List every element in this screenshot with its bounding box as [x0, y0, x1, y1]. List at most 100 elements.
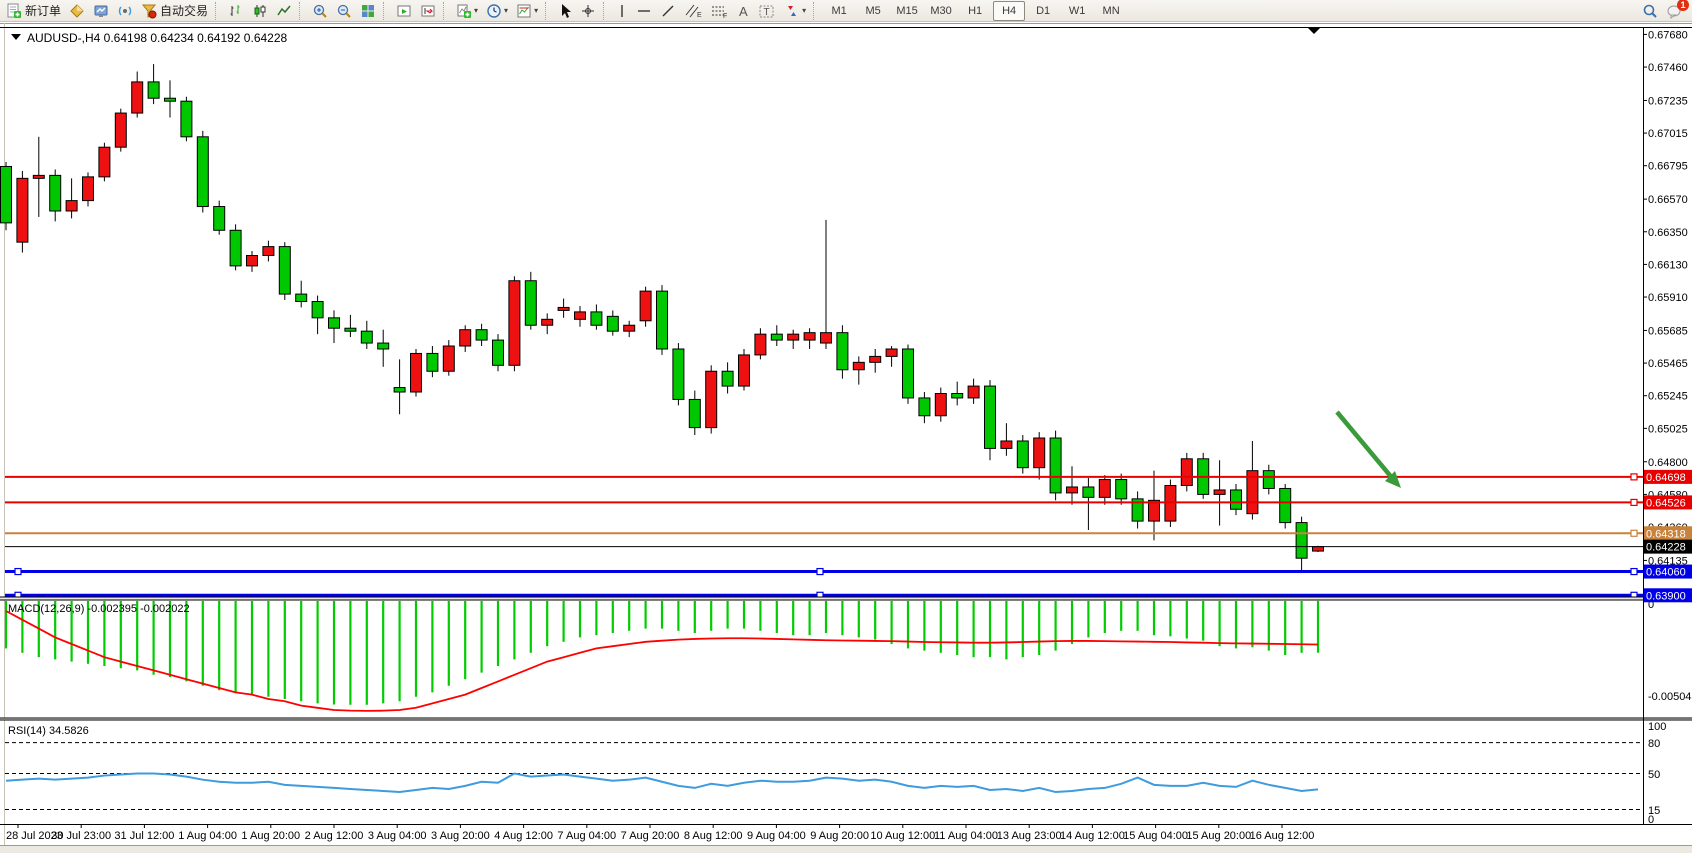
candlestick-mode-button[interactable]	[248, 0, 272, 22]
template-button[interactable]: ▾	[512, 0, 542, 22]
notifications-button[interactable]: 1	[1662, 0, 1689, 22]
bar-chart-mode-button[interactable]	[224, 0, 248, 22]
candle-bearish	[492, 339, 504, 366]
search-button[interactable]	[1638, 0, 1662, 22]
price-line-label-box	[1644, 588, 1692, 603]
cursor-icon	[562, 3, 572, 18]
candle-bullish	[557, 306, 570, 311]
chart-background	[0, 22, 1692, 845]
time-tick-label: 28 Jul 2023	[6, 830, 63, 842]
candle-bearish	[180, 100, 193, 138]
chart-window[interactable]: AUDUSD-,H4 0.64198 0.64234 0.64192 0.642…	[0, 22, 1692, 853]
hline-handle[interactable]	[1630, 473, 1638, 481]
signals-button[interactable]	[113, 0, 137, 22]
candle-bearish	[295, 293, 308, 303]
candle-bearish	[721, 370, 734, 387]
candle-bearish	[951, 392, 964, 399]
trendline-tool-button[interactable]	[656, 0, 680, 22]
candle-bullish	[114, 112, 127, 148]
channel-tool-button[interactable]: E	[680, 0, 706, 22]
price-axis[interactable]: 0.67680 0.67460 0.67235 0.67015 0.66795 0.665…	[1643, 27, 1692, 824]
candle-bullish	[1312, 546, 1324, 552]
annotation-arrow[interactable]	[1335, 410, 1401, 488]
vertical-line-tool-button[interactable]	[612, 0, 632, 22]
candlesticks	[0, 64, 1324, 571]
candle-bearish	[918, 397, 931, 417]
auto-scroll-button[interactable]	[392, 0, 416, 22]
new-order-button[interactable]: 新订单	[2, 0, 65, 22]
svg-text:T: T	[764, 7, 770, 18]
price-tick-label: 0.65910	[1648, 292, 1688, 304]
hline-handle[interactable]	[14, 567, 22, 576]
hline-handle[interactable]	[1630, 529, 1638, 537]
line-chart-mode-button[interactable]	[272, 0, 296, 22]
price-line-label: 0.63900	[1646, 590, 1686, 602]
rsi-axis-label: 100	[1648, 721, 1666, 733]
candle-bearish	[672, 348, 685, 400]
hline-handle[interactable]	[1630, 498, 1638, 507]
svg-text:F: F	[723, 13, 727, 19]
text-icon: A	[739, 4, 748, 19]
candle-bearish	[0, 165, 12, 224]
tile-windows-button[interactable]	[356, 0, 380, 22]
time-tick-label: 15 Aug 20:00	[1186, 830, 1251, 842]
candle-bearish	[1131, 498, 1144, 522]
timeframe-button-m5[interactable]: M5	[865, 4, 881, 17]
add-indicator-button[interactable]: ▾	[452, 0, 482, 22]
crosshair-tool-button[interactable]	[576, 0, 600, 22]
price-chart[interactable]: AUDUSD-,H4 0.64198 0.64234 0.64192 0.642…	[0, 22, 1692, 852]
candle-bullish	[574, 311, 586, 320]
terminal-button[interactable]	[89, 0, 113, 22]
dropdown-caret-icon: ▾	[474, 6, 479, 15]
candle-bearish	[836, 332, 849, 371]
zoom-in-button[interactable]	[308, 0, 332, 22]
arrows-tool-button[interactable]: ▾	[780, 0, 810, 22]
hline-handle[interactable]	[1630, 567, 1638, 576]
candle-bearish	[278, 246, 291, 295]
candle-bullish	[623, 324, 636, 332]
time-tick-label: 10 Aug 12:00	[870, 830, 935, 842]
candle-bearish	[360, 330, 373, 344]
dropdown-caret-icon: ▾	[504, 6, 509, 15]
rsi-label: RSI(14) 34.5826	[8, 725, 89, 737]
symbol-dropdown-icon[interactable]	[11, 34, 21, 40]
text-tool-button[interactable]: A	[732, 0, 754, 22]
time-tick-label: 31 Jul 12:00	[114, 830, 174, 842]
timeframe-button-w1[interactable]: W1	[1068, 4, 1086, 17]
timeframe-button-h4[interactable]: H4	[993, 0, 1026, 21]
timeframe-button-m1[interactable]: M1	[831, 4, 847, 17]
candle-bearish	[606, 315, 619, 332]
text-label-tool-button[interactable]: T	[754, 0, 780, 22]
candle-bearish	[656, 290, 668, 350]
timeframe-button-m30[interactable]: M30	[930, 4, 952, 17]
zoom-out-button[interactable]	[332, 0, 356, 22]
pane-separator[interactable]	[0, 718, 1692, 720]
rsi-axis-label: 80	[1648, 738, 1660, 750]
metaeditor-button[interactable]	[65, 0, 89, 22]
autotrading-button[interactable]: 自动交易	[137, 0, 212, 22]
candle-bearish	[213, 206, 226, 231]
macd-zero-label: 0	[1648, 599, 1654, 611]
symbol-ohlc-title: AUDUSD-,H4 0.64198 0.64234 0.64192 0.642…	[27, 31, 288, 45]
candle-bullish	[1066, 486, 1078, 494]
timeframe-button-d1[interactable]: D1	[1036, 4, 1051, 17]
pane-separator[interactable]	[0, 597, 1692, 600]
price-tick-label: 0.66570	[1648, 194, 1688, 206]
chart-shift-button[interactable]	[416, 0, 440, 22]
fibonacci-tool-button[interactable]: F	[706, 0, 732, 22]
text-label-icon: T	[759, 5, 774, 18]
timeframe-button-h1[interactable]: H1	[968, 4, 983, 17]
price-tick-label: 0.65025	[1648, 423, 1688, 435]
cursor-tool-button[interactable]	[554, 0, 576, 22]
dropdown-caret-icon: ▾	[802, 6, 807, 15]
hline-handle[interactable]	[816, 567, 824, 576]
period-button[interactable]: ▾	[482, 0, 512, 22]
timeframe-button-mn[interactable]: MN	[1102, 4, 1120, 17]
price-tick-label: 0.67015	[1648, 128, 1688, 140]
fibonacci-icon: F	[712, 6, 727, 19]
candle-bearish	[1279, 487, 1292, 524]
candle-bullish	[787, 333, 800, 341]
horizontal-line-tool-button[interactable]	[632, 0, 656, 22]
timeframe-button-m15[interactable]: M15	[896, 4, 918, 17]
